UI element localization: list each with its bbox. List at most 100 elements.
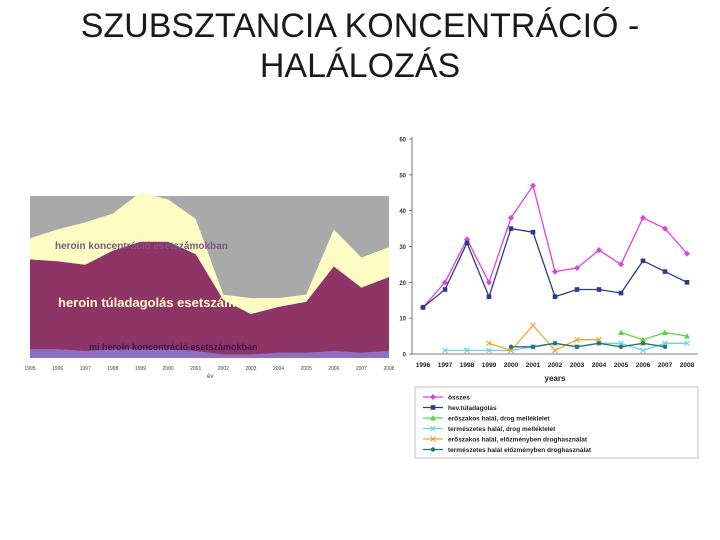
line-data-point	[530, 344, 536, 350]
line-x-tick-label: 2006	[636, 362, 651, 369]
legend-swatch-marker	[430, 405, 436, 410]
line-data-point	[618, 344, 624, 350]
area-x-tick-label: 2005	[301, 366, 312, 372]
line-x-axis-label: years	[545, 374, 566, 383]
line-data-point	[420, 305, 426, 310]
line-data-point	[508, 344, 514, 350]
area-x-tick-label: 1995	[24, 366, 35, 372]
legend-swatch-marker	[430, 425, 436, 432]
line-x-tick-label: 2007	[658, 362, 673, 369]
area-x-tick-label: 2004	[273, 366, 284, 372]
line-series-path	[422, 184, 688, 308]
area-chart: heroin koncentráció esetszámokban heroin…	[24, 192, 394, 380]
line-x-tick-label: 2008	[680, 362, 695, 369]
line-data-point	[530, 322, 536, 329]
line-data-point	[640, 214, 646, 221]
line-data-point	[662, 269, 668, 274]
line-data-point	[618, 290, 624, 296]
line-data-point	[618, 261, 624, 268]
area-x-tick-label: 1996	[52, 366, 63, 372]
line-data-point	[574, 336, 580, 343]
line-data-point	[618, 329, 624, 335]
line-data-point	[464, 240, 470, 246]
line-x-tick-label: 2002	[548, 362, 563, 369]
legend-entry-label: hev.túladagolás	[448, 405, 497, 412]
area-x-axis-label: év	[207, 374, 213, 380]
line-y-tick-label: 50	[399, 173, 406, 179]
legend-entry-label: összes	[448, 395, 470, 402]
line-data-point	[486, 340, 492, 347]
line-y-tick-label: 60	[399, 138, 406, 144]
line-data-point	[464, 236, 470, 243]
line-series-path	[511, 342, 666, 348]
line-data-point	[486, 294, 492, 299]
line-series-group	[618, 329, 690, 343]
line-data-point	[442, 287, 448, 292]
line-x-tick-label: 2005	[614, 362, 629, 369]
area-series-band	[30, 192, 389, 314]
line-data-point	[684, 333, 690, 339]
area-series-label-top: heroin koncentráció esetszámokban	[55, 241, 228, 252]
line-y-tick-label: 40	[399, 209, 406, 215]
line-data-point	[618, 340, 624, 347]
line-series-group	[420, 226, 690, 310]
line-data-point	[596, 247, 602, 254]
legend-swatch-marker	[430, 415, 436, 421]
area-x-tick-label: 1997	[80, 366, 91, 372]
line-y-tick-label: 0	[403, 353, 407, 359]
legend-swatch-marker	[430, 394, 436, 400]
line-x-tick-label: 1998	[460, 362, 475, 369]
line-data-point	[486, 347, 492, 354]
line-data-point	[596, 341, 602, 346]
area-x-tick-label: 2007	[356, 366, 367, 372]
line-data-point	[640, 347, 646, 354]
line-data-point	[684, 340, 690, 347]
line-y-tick-label: 20	[399, 281, 406, 287]
line-data-point	[574, 344, 580, 350]
line-series-group	[508, 341, 668, 350]
line-series-group	[442, 340, 690, 354]
line-data-point	[552, 294, 558, 299]
line-series-group	[420, 182, 690, 311]
legend-entry-label: természetes halál, drog melléklelet	[448, 426, 556, 433]
legend-swatch-marker	[430, 436, 436, 442]
area-x-tick-label: 2006	[328, 366, 339, 372]
area-series-band	[30, 349, 389, 358]
area-x-tick-label: 2003	[245, 366, 256, 372]
area-x-tick-label: 1999	[135, 366, 146, 372]
line-series-path	[620, 331, 688, 341]
line-data-point	[640, 341, 646, 346]
line-data-point	[530, 229, 536, 235]
line-data-point	[486, 279, 492, 286]
area-series-label-bottom: mi heroin koncentráció esetszámokban	[89, 342, 258, 352]
line-data-point	[508, 214, 514, 221]
area-series-band	[30, 241, 389, 355]
line-data-point	[464, 347, 470, 354]
area-x-tick-label: 2001	[190, 366, 201, 372]
line-x-tick-label: 2000	[504, 362, 519, 369]
line-data-point	[508, 226, 514, 231]
area-x-tick-label: 2002	[218, 366, 229, 372]
area-x-tick-label: 2000	[163, 366, 174, 372]
line-data-point	[552, 341, 558, 346]
line-data-point	[530, 182, 536, 189]
line-data-point	[662, 329, 668, 335]
line-data-point	[508, 347, 514, 354]
line-data-point	[596, 287, 602, 292]
line-series-group	[486, 322, 646, 354]
line-data-point	[684, 250, 690, 257]
line-data-point	[574, 265, 580, 271]
line-data-point	[662, 225, 668, 232]
legend-entry-label: természetes halál előzményben droghaszná…	[448, 447, 592, 454]
line-chart: 0 10 20 30 40 50 60 1996 1997 1998 1999 2000 2001 20…	[399, 137, 699, 459]
line-x-tick-label: 2001	[526, 362, 541, 369]
line-data-point	[640, 258, 646, 264]
area-x-tick-label: 1998	[107, 366, 118, 372]
line-x-tick-label: 2003	[570, 362, 585, 369]
line-data-point	[442, 347, 448, 354]
legend-entry-label: erőszakos halál, előzményben droghasznál…	[448, 437, 588, 444]
area-series-label-middle: heroin túladagolás esetszámai	[58, 295, 247, 310]
line-data-point	[442, 279, 448, 286]
slide-title: SZUBSZTANCIA KONCENTRÁCIÓ - HALÁLOZÁS	[0, 6, 720, 86]
line-data-point	[662, 340, 668, 347]
